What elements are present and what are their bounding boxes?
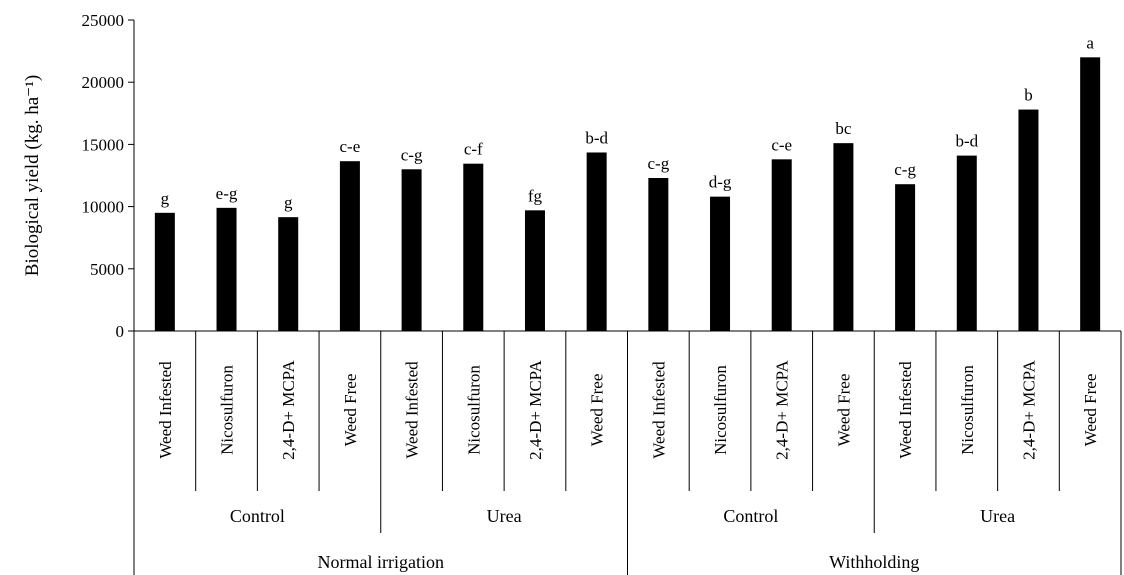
x-category-label: Nicosulfuron	[218, 365, 237, 455]
x-category-label: Nicosulfuron	[464, 365, 483, 455]
bar	[1080, 57, 1101, 331]
bar	[463, 163, 484, 331]
group-label-level3: Withholding	[829, 552, 919, 572]
x-category-label: Weed Free	[341, 374, 360, 447]
bar-data-label: fg	[528, 186, 543, 205]
bar	[339, 161, 360, 331]
x-category-label: 2,4-D+ MCPA	[1019, 359, 1038, 459]
x-category-label: Weed Free	[1081, 374, 1100, 447]
group-label-level2: Urea	[980, 506, 1015, 526]
y-tick-label: 5000	[90, 260, 124, 279]
group-label-level2: Urea	[487, 506, 522, 526]
bar-data-label: c-g	[401, 145, 423, 164]
x-category-label: Weed Infested	[403, 361, 422, 459]
bar	[401, 169, 422, 331]
bar	[154, 212, 175, 331]
bar-data-label: b-d	[585, 128, 608, 147]
y-tick-label: 10000	[82, 198, 125, 217]
x-category-label: Weed Free	[834, 374, 853, 447]
bar	[586, 152, 607, 331]
bar	[216, 207, 237, 331]
bar-data-label: g	[161, 189, 170, 208]
bar-data-label: c-g	[647, 154, 669, 173]
x-category-label: Nicosulfuron	[958, 365, 977, 455]
bar-data-label: bc	[835, 119, 852, 138]
bar-data-label: c-e	[771, 135, 792, 154]
bar-data-label: c-g	[894, 160, 916, 179]
bar	[648, 177, 669, 331]
bar-data-label: c-e	[340, 137, 361, 156]
bar	[710, 196, 731, 331]
x-category-label: Weed Infested	[896, 361, 915, 459]
bar-data-label: e-g	[216, 184, 238, 203]
bar	[1018, 109, 1039, 332]
y-tick-label: 0	[116, 322, 125, 341]
bar	[524, 210, 545, 331]
bar-data-label: b-d	[955, 132, 978, 151]
bar-data-label: a	[1086, 33, 1094, 52]
x-category-label: 2,4-D+ MCPA	[773, 359, 792, 459]
x-category-label: 2,4-D+ MCPA	[279, 359, 298, 459]
bar	[956, 155, 977, 331]
x-category-label: Weed Infested	[649, 361, 668, 459]
group-label-level2: Control	[723, 506, 778, 526]
y-tick-label: 20000	[82, 73, 125, 92]
bar	[771, 159, 792, 331]
bar-data-label: d-g	[709, 173, 732, 192]
y-tick-label: 25000	[82, 11, 125, 30]
y-axis-title: Biological yield (kg. ha⁻¹)	[22, 75, 43, 276]
bar-data-label: b	[1024, 86, 1033, 105]
bar-data-label: g	[284, 193, 293, 212]
bar	[895, 184, 916, 331]
group-label-level3: Normal irrigation	[318, 552, 444, 572]
group-label-level2: Control	[230, 506, 285, 526]
bar	[278, 217, 299, 331]
x-category-label: Nicosulfuron	[711, 365, 730, 455]
bar-data-label: c-f	[464, 140, 483, 159]
x-category-label: 2,4-D+ MCPA	[526, 359, 545, 459]
x-category-label: Weed Free	[588, 374, 607, 447]
y-tick-label: 15000	[82, 135, 125, 154]
bar	[833, 143, 854, 331]
x-category-label: Weed Infested	[156, 361, 175, 459]
